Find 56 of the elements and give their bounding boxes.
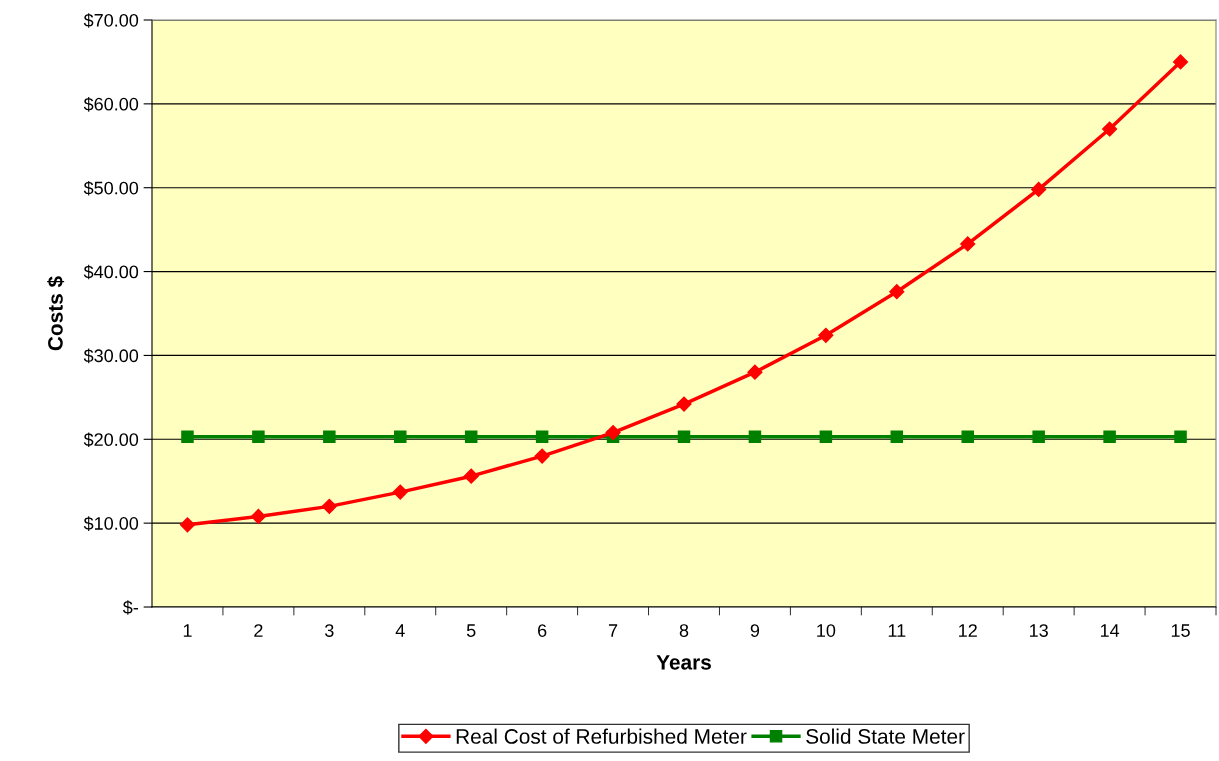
point bbox=[890, 430, 904, 444]
legend-label: Solid State Meter bbox=[806, 728, 965, 744]
point bbox=[321, 498, 337, 514]
point bbox=[960, 236, 976, 252]
x-tick-label: 2 bbox=[254, 624, 263, 637]
x-tick-label: 13 bbox=[1030, 624, 1048, 637]
x-tick-label: 1 bbox=[183, 624, 192, 637]
point bbox=[250, 508, 266, 525]
point bbox=[819, 430, 833, 444]
x-tick-label: 11 bbox=[888, 624, 906, 637]
point bbox=[392, 484, 408, 500]
point bbox=[747, 364, 763, 380]
point bbox=[535, 430, 549, 444]
point bbox=[1031, 181, 1047, 197]
point bbox=[1102, 121, 1118, 137]
point bbox=[677, 430, 691, 444]
y-tick-label: $- bbox=[122, 600, 139, 615]
point bbox=[181, 430, 194, 444]
point bbox=[323, 430, 336, 444]
point bbox=[1032, 430, 1045, 444]
x-tick-label: 7 bbox=[608, 624, 618, 637]
x-tick-label: 14 bbox=[1100, 624, 1120, 637]
point bbox=[676, 396, 692, 412]
x-tick-label: 12 bbox=[959, 624, 977, 637]
point bbox=[1103, 430, 1116, 444]
x-tick-label: 4 bbox=[395, 624, 405, 637]
point bbox=[818, 327, 834, 343]
point bbox=[252, 430, 265, 444]
y-tick-label: $40.00 bbox=[83, 264, 139, 280]
point bbox=[605, 425, 621, 441]
point bbox=[889, 284, 905, 300]
legend-label: Real Cost of Refurbished Meter bbox=[456, 728, 747, 744]
point bbox=[534, 448, 550, 464]
x-tick-label: 9 bbox=[750, 624, 760, 637]
y-tick-label: $70.00 bbox=[83, 13, 139, 28]
point bbox=[1174, 430, 1187, 444]
point bbox=[394, 430, 407, 444]
y-tick-label: $50.00 bbox=[83, 180, 139, 196]
x-tick-label: 8 bbox=[679, 624, 689, 637]
x-tick-label: 15 bbox=[1171, 624, 1190, 637]
y-tick-label: $20.00 bbox=[83, 432, 139, 448]
y-axis-title: Costs $ bbox=[47, 276, 65, 351]
point bbox=[464, 430, 478, 444]
point bbox=[748, 430, 762, 444]
x-tick-label: 5 bbox=[466, 624, 476, 637]
point bbox=[961, 430, 974, 444]
x-tick-label: 3 bbox=[325, 624, 334, 637]
y-tick-label: $60.00 bbox=[83, 97, 139, 112]
x-tick-label: 6 bbox=[538, 624, 547, 637]
y-tick-label: $10.00 bbox=[83, 516, 139, 531]
point bbox=[1172, 54, 1189, 70]
y-tick-label: $30.00 bbox=[83, 348, 139, 364]
x-axis-title: Years bbox=[656, 655, 711, 670]
x-tick-label: 10 bbox=[817, 624, 836, 637]
point bbox=[463, 468, 479, 484]
point bbox=[179, 517, 196, 533]
